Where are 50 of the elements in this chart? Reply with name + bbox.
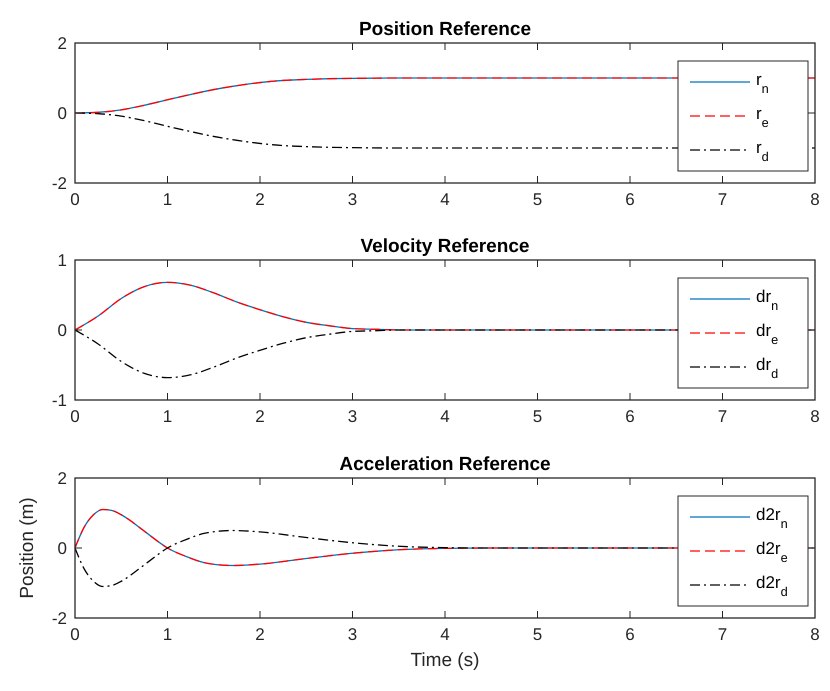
x-tick-label: 3	[348, 625, 358, 644]
x-tick-label: 4	[440, 625, 450, 644]
legend-label: r$_{d}$	[756, 138, 769, 164]
x-axis-title: Time (s)	[410, 650, 480, 671]
x-tick-label: 0	[70, 190, 80, 209]
legend-label: dr$_{e}$	[756, 321, 778, 346]
x-tick-label: 1	[162, 190, 172, 209]
x-tick-label: 4	[440, 407, 450, 426]
y-tick-label: 2	[58, 34, 67, 53]
x-tick-label: 7	[718, 625, 728, 644]
x-tick-label: 7	[718, 190, 728, 209]
x-tick-label: 2	[255, 625, 265, 644]
y-tick-label: 1	[58, 251, 67, 270]
legend-label: r$_{e}$	[756, 104, 769, 130]
x-tick-label: 4	[440, 190, 450, 209]
y-axis-title: Position (m)	[17, 497, 38, 599]
x-tick-label: 5	[532, 190, 542, 209]
chart-title: Acceleration Reference	[339, 454, 551, 475]
x-tick-label: 3	[348, 190, 358, 209]
legend-label: d2r$_{d}$	[756, 573, 788, 598]
legend-label: r$_{n}$	[756, 70, 769, 96]
y-tick-label: -2	[52, 609, 67, 628]
legend-label: dr$_{d}$	[756, 355, 778, 380]
y-tick-label: 0	[58, 104, 67, 123]
y-tick-label: 0	[58, 539, 67, 558]
chart-title: Velocity Reference	[360, 236, 530, 257]
x-tick-label: 6	[625, 407, 635, 426]
x-tick-label: 1	[162, 625, 172, 644]
y-tick-label: 2	[58, 469, 67, 488]
x-tick-label: 2	[255, 407, 265, 426]
x-tick-label: 1	[162, 407, 172, 426]
chart-title: Position Reference	[358, 19, 532, 40]
x-tick-label: 6	[625, 625, 635, 644]
x-tick-label: 8	[810, 407, 820, 426]
y-tick-label: 0	[58, 321, 67, 340]
x-tick-label: 7	[718, 407, 728, 426]
x-tick-label: 0	[70, 625, 80, 644]
x-tick-label: 8	[810, 625, 820, 644]
y-tick-label: -1	[52, 391, 67, 410]
x-tick-label: 5	[532, 625, 542, 644]
x-tick-label: 8	[810, 190, 820, 209]
legend-label: dr$_{n}$	[756, 287, 778, 312]
y-tick-label: -2	[52, 174, 67, 193]
legend-label: d2r$_{e}$	[756, 539, 788, 564]
x-tick-label: 5	[532, 407, 542, 426]
legend-label: d2r$_{n}$	[756, 505, 788, 530]
x-tick-label: 3	[348, 407, 358, 426]
x-tick-label: 0	[70, 407, 80, 426]
x-tick-label: 2	[255, 190, 265, 209]
x-tick-label: 6	[625, 190, 635, 209]
